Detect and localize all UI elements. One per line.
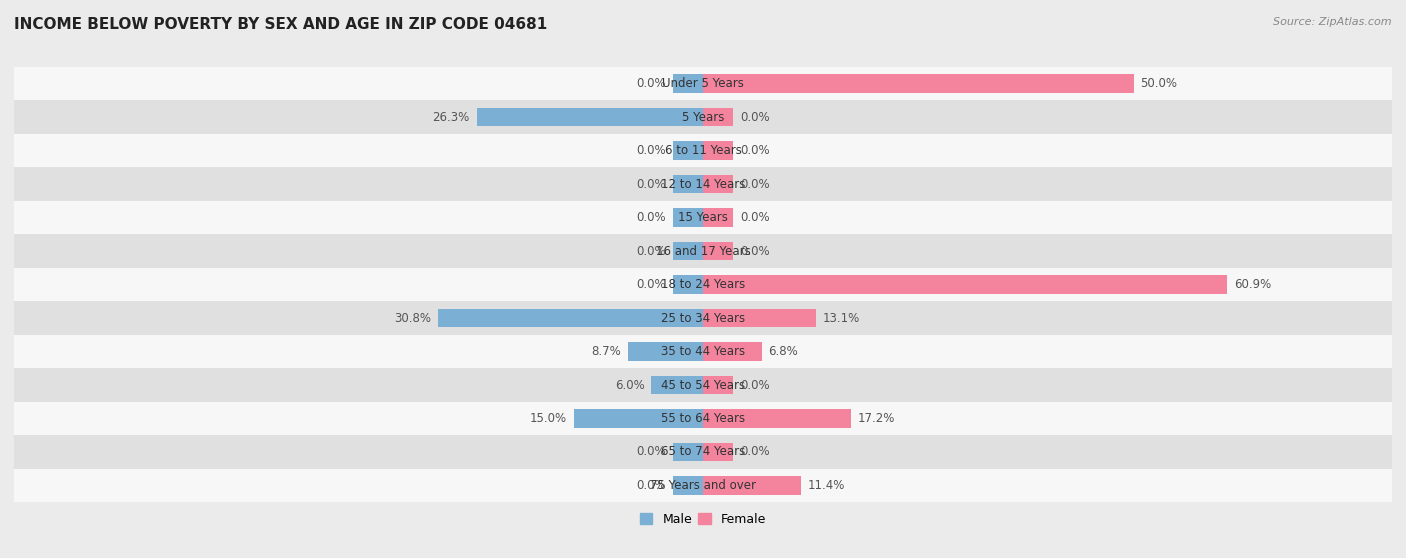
Bar xyxy=(14,67,1392,100)
Bar xyxy=(703,74,1133,93)
Bar xyxy=(628,342,703,360)
Bar xyxy=(14,435,1392,469)
Text: 0.0%: 0.0% xyxy=(740,445,769,459)
Bar xyxy=(14,301,1392,335)
Text: 60.9%: 60.9% xyxy=(1234,278,1271,291)
Text: 25 to 34 Years: 25 to 34 Years xyxy=(661,311,745,325)
Text: 6 to 11 Years: 6 to 11 Years xyxy=(665,144,741,157)
Text: 50.0%: 50.0% xyxy=(1140,77,1177,90)
Legend: Male, Female: Male, Female xyxy=(636,508,770,531)
Text: 0.0%: 0.0% xyxy=(740,244,769,258)
Bar xyxy=(673,141,703,160)
Text: 0.0%: 0.0% xyxy=(637,77,666,90)
Text: 13.1%: 13.1% xyxy=(823,311,860,325)
Text: 17.2%: 17.2% xyxy=(858,412,896,425)
Text: 12 to 14 Years: 12 to 14 Years xyxy=(661,177,745,191)
Bar xyxy=(14,335,1392,368)
Text: 0.0%: 0.0% xyxy=(637,244,666,258)
Text: 55 to 64 Years: 55 to 64 Years xyxy=(661,412,745,425)
Text: 15 Years: 15 Years xyxy=(678,211,728,224)
Bar xyxy=(703,141,733,160)
Text: 0.0%: 0.0% xyxy=(740,177,769,191)
Text: 6.0%: 6.0% xyxy=(614,378,644,392)
Text: 0.0%: 0.0% xyxy=(637,144,666,157)
Bar xyxy=(14,469,1392,502)
Text: 5 Years: 5 Years xyxy=(682,110,724,124)
Text: 65 to 74 Years: 65 to 74 Years xyxy=(661,445,745,459)
Bar xyxy=(703,342,762,360)
Text: INCOME BELOW POVERTY BY SEX AND AGE IN ZIP CODE 04681: INCOME BELOW POVERTY BY SEX AND AGE IN Z… xyxy=(14,17,547,32)
Bar xyxy=(673,276,703,294)
Bar xyxy=(14,368,1392,402)
Bar xyxy=(673,175,703,193)
Bar xyxy=(574,410,703,427)
Bar xyxy=(477,108,703,126)
Bar xyxy=(651,376,703,394)
Bar xyxy=(703,477,801,495)
Text: 0.0%: 0.0% xyxy=(740,110,769,124)
Text: 18 to 24 Years: 18 to 24 Years xyxy=(661,278,745,291)
Bar xyxy=(703,276,1227,294)
Text: 16 and 17 Years: 16 and 17 Years xyxy=(655,244,751,258)
Bar xyxy=(703,309,815,327)
Bar xyxy=(14,234,1392,268)
Bar xyxy=(703,410,851,427)
Bar xyxy=(437,309,703,327)
Text: 30.8%: 30.8% xyxy=(394,311,430,325)
Text: 0.0%: 0.0% xyxy=(637,278,666,291)
Text: 11.4%: 11.4% xyxy=(808,479,845,492)
Bar xyxy=(703,208,733,227)
Text: 35 to 44 Years: 35 to 44 Years xyxy=(661,345,745,358)
Text: Source: ZipAtlas.com: Source: ZipAtlas.com xyxy=(1274,17,1392,27)
Bar xyxy=(673,208,703,227)
Text: 75 Years and over: 75 Years and over xyxy=(650,479,756,492)
Bar xyxy=(14,268,1392,301)
Text: 0.0%: 0.0% xyxy=(637,445,666,459)
Text: 0.0%: 0.0% xyxy=(740,378,769,392)
Text: 0.0%: 0.0% xyxy=(740,144,769,157)
Bar xyxy=(703,242,733,260)
Bar xyxy=(14,402,1392,435)
Text: 45 to 54 Years: 45 to 54 Years xyxy=(661,378,745,392)
Text: 0.0%: 0.0% xyxy=(637,177,666,191)
Bar xyxy=(673,477,703,495)
Text: 6.8%: 6.8% xyxy=(769,345,799,358)
Bar xyxy=(703,108,733,126)
Text: Under 5 Years: Under 5 Years xyxy=(662,77,744,90)
Bar xyxy=(673,242,703,260)
Bar xyxy=(14,134,1392,167)
Bar xyxy=(703,376,733,394)
Bar xyxy=(673,74,703,93)
Bar xyxy=(673,443,703,461)
Text: 15.0%: 15.0% xyxy=(530,412,567,425)
Bar xyxy=(14,100,1392,134)
Bar xyxy=(703,443,733,461)
Text: 8.7%: 8.7% xyxy=(592,345,621,358)
Text: 0.0%: 0.0% xyxy=(637,479,666,492)
Text: 26.3%: 26.3% xyxy=(433,110,470,124)
Text: 0.0%: 0.0% xyxy=(637,211,666,224)
Bar xyxy=(14,201,1392,234)
Text: 0.0%: 0.0% xyxy=(740,211,769,224)
Bar xyxy=(703,175,733,193)
Bar xyxy=(14,167,1392,201)
